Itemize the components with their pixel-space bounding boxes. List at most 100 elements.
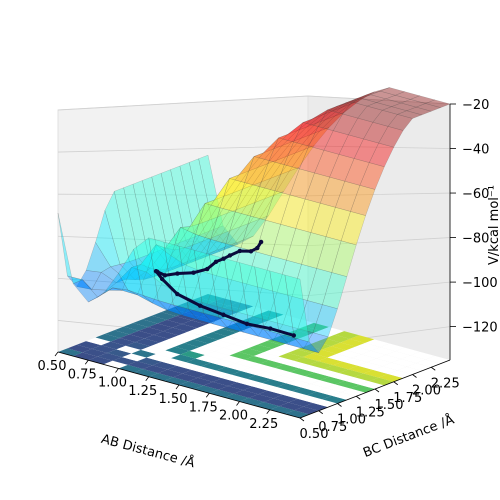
surface-patch — [267, 292, 293, 325]
surface-patch — [136, 271, 163, 304]
surface-patch — [197, 303, 223, 325]
surface-patch — [157, 247, 183, 270]
x-tick-mark — [54, 351, 59, 357]
surface-patch — [194, 232, 220, 256]
surface-patch — [148, 237, 174, 306]
surface-patch — [112, 287, 138, 296]
contour-cell — [219, 305, 244, 314]
contour-cell — [257, 341, 283, 349]
surface-patch — [95, 209, 121, 267]
surface-patch — [286, 228, 312, 265]
surface-patch — [275, 137, 302, 161]
contour-cell — [339, 369, 364, 378]
contour-cell — [318, 357, 343, 366]
surface-patch — [196, 233, 223, 259]
surface-patch — [265, 190, 291, 225]
surface-patch — [258, 191, 285, 220]
contour-cell — [209, 389, 234, 398]
contour-cell — [246, 325, 271, 334]
contour-cell — [325, 334, 350, 343]
contour-cell — [169, 335, 194, 344]
contour-cell — [336, 350, 362, 358]
surface-patch — [312, 304, 338, 338]
contour-cell — [391, 359, 417, 367]
x-tick-label: 1.50 — [159, 392, 188, 407]
contour-cell — [314, 368, 339, 377]
contour-cell — [354, 373, 379, 382]
surface-patch — [263, 134, 289, 154]
surface-patch — [193, 216, 219, 246]
surface-patch — [76, 270, 102, 290]
contour-cell — [95, 333, 120, 342]
trajectory-point — [244, 321, 250, 327]
contour-cell — [167, 365, 192, 374]
surface-patch — [273, 167, 300, 196]
surface-patch — [280, 194, 306, 229]
surface-patch — [310, 115, 335, 135]
contour-cell — [218, 386, 244, 394]
surface-patch — [248, 325, 274, 341]
surface-patch — [375, 98, 402, 107]
surface-patch — [123, 183, 149, 259]
y-tick-mark — [337, 403, 342, 407]
contour-cell — [256, 371, 281, 380]
surface-patch — [304, 172, 330, 204]
contour-cell — [225, 313, 250, 322]
surface-patch — [342, 101, 368, 119]
trajectory-point — [258, 239, 264, 245]
contour-cell — [239, 397, 264, 406]
contour-cell — [159, 339, 185, 347]
contour-cell — [91, 345, 117, 353]
contour-cell — [171, 354, 196, 363]
surface-patch — [151, 172, 177, 248]
surface-patch — [237, 283, 263, 317]
grid-line — [57, 277, 451, 297]
contour-cell — [166, 316, 192, 324]
contour-cell — [176, 362, 202, 370]
contour-cell — [125, 342, 151, 350]
contour-cell — [202, 332, 228, 340]
surface-patch — [310, 202, 336, 237]
x-tick-mark — [175, 384, 180, 390]
surface-patch — [308, 126, 334, 151]
surface-patch — [178, 245, 204, 314]
surface-patch — [344, 158, 370, 186]
trajectory-point — [237, 248, 243, 254]
surface-patch — [247, 148, 274, 172]
contour-cell — [346, 346, 371, 355]
surface-patch — [243, 215, 270, 241]
surface-patch — [277, 122, 304, 143]
surface-patch — [198, 196, 225, 225]
contour-cell — [349, 335, 375, 343]
surface-patch — [129, 258, 155, 280]
y-tick-label: 2.25 — [431, 376, 460, 391]
contour-cell — [278, 352, 303, 361]
surface-patch — [332, 113, 359, 136]
surface-patch — [387, 114, 413, 131]
contour-cell — [264, 398, 289, 407]
surface-patch — [142, 295, 168, 311]
contour-cell — [326, 384, 351, 393]
contour-cell — [240, 317, 265, 326]
surface-patch — [406, 106, 432, 116]
contour-cell — [224, 393, 249, 402]
surface-patch — [223, 170, 249, 197]
surface-patch — [260, 156, 287, 183]
surface-patch — [359, 162, 385, 190]
contour-cell — [300, 334, 326, 342]
contour-cell — [210, 359, 236, 367]
surface-patch — [323, 130, 349, 155]
surface-patch — [278, 333, 305, 350]
surface-patch — [202, 312, 229, 329]
contour-cell — [200, 313, 226, 321]
surface-patch — [415, 103, 442, 112]
contour-cell — [127, 361, 153, 369]
contour-cell — [207, 370, 232, 379]
surface-patch — [306, 111, 332, 128]
x-tick-mark — [145, 376, 150, 381]
surface-patch — [245, 177, 272, 207]
contour-cell — [289, 318, 314, 327]
surface-patch — [198, 154, 224, 230]
surface-patch — [331, 98, 356, 112]
